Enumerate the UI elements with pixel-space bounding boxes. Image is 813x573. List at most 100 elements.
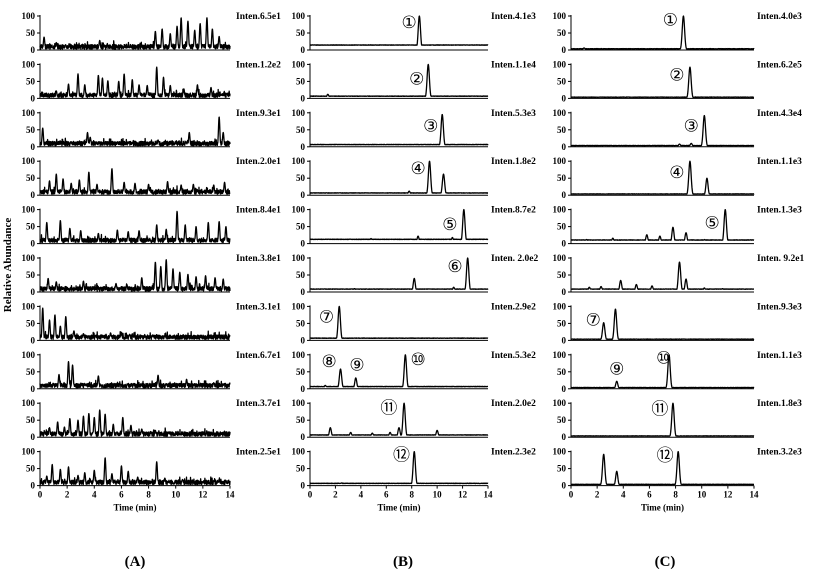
y-tick-label: 50 [26, 318, 36, 328]
y-tick-label: 50 [296, 415, 306, 425]
panel-title: (C) [655, 554, 676, 570]
y-tick-label: 0 [562, 481, 567, 491]
chromatogram-b7: 0 50 100 ⑦ Inten.2.9e2 [292, 301, 537, 345]
x-tick-label: 14 [750, 490, 760, 500]
y-tick-label: 100 [22, 398, 36, 408]
peak-label: ⑤ [442, 215, 457, 234]
peak-label: ④ [669, 163, 684, 182]
chromatogram-b5: 0 50 100 ⑤ Inten.8.7e2 [292, 205, 537, 249]
y-tick-label: 0 [31, 287, 36, 297]
y-tick-label: 100 [292, 398, 306, 408]
intensity-label: Inten.3.8e1 [236, 254, 281, 264]
trace-c6 [570, 261, 755, 290]
y-tick-label: 0 [31, 384, 36, 394]
intensity-label: Inten.1.3e3 [757, 206, 802, 216]
chromatogram-b2: 0 50 100 ② Inten.1.1e4 [292, 59, 537, 103]
trace-c4 [570, 160, 755, 195]
y-tick-label: 50 [26, 76, 36, 86]
chromatogram-a10: 0 50 100 Inten.2.5e1 0 2 4 6 8 10 12 14 Time (min) [22, 447, 282, 513]
y-tick-label: 50 [296, 367, 306, 377]
peak-label: ⑫ [393, 445, 410, 464]
y-tick-label: 0 [31, 335, 36, 345]
intensity-label: Inten.6.2e5 [757, 60, 802, 70]
intensity-label: Inten.1.8e2 [491, 157, 536, 167]
y-tick-label: 0 [301, 335, 306, 345]
y-tick-label: 50 [296, 173, 306, 183]
peak-label: ④ [410, 159, 425, 178]
chromatogram-a7: 0 50 100 Inten.3.1e1 [22, 301, 282, 345]
peak-label: ③ [423, 117, 438, 136]
peak-label: ⑨ [349, 355, 364, 374]
x-tick-label: 10 [697, 490, 707, 500]
trace-c2 [570, 66, 755, 99]
x-tick-label: 2 [65, 490, 70, 500]
intensity-label: Inten.9.3e3 [757, 302, 802, 312]
y-tick-label: 50 [557, 28, 567, 38]
y-tick-label: 50 [557, 464, 567, 474]
y-tick-label: 100 [553, 398, 567, 408]
intensity-label: Inten.3.2e3 [757, 448, 802, 458]
chromatogram-b10: 0 50 100 ⑫ Inten.2.3e2 0 2 4 6 8 10 12 14 Time (min) [292, 445, 537, 512]
x-tick-label: 10 [171, 490, 181, 500]
y-tick-label: 100 [292, 205, 306, 215]
trace-b7 [309, 305, 489, 340]
y-tick-label: 100 [553, 59, 567, 69]
peak-label: ① [663, 10, 678, 29]
y-tick-label: 100 [553, 205, 567, 215]
x-tick-label: 10 [433, 490, 443, 500]
y-tick-label: 50 [26, 270, 36, 280]
trace-b10 [309, 450, 489, 485]
peak-label: ⑧ [321, 352, 336, 371]
y-tick-label: 0 [31, 190, 36, 200]
x-tick-label: 8 [409, 490, 414, 500]
x-tick-label: 2 [333, 490, 338, 500]
y-tick-label: 0 [562, 45, 567, 55]
trace-c5 [570, 209, 755, 241]
chromatogram-a4: 0 50 100 Inten.2.0e1 [22, 156, 282, 200]
intensity-label: Inten.1.1e3 [757, 351, 802, 361]
y-tick-label: 100 [292, 301, 306, 311]
y-tick-label: 0 [562, 335, 567, 345]
chromatogram-c1: 0 50 100 ① Inten.4.0e3 [553, 10, 803, 55]
intensity-label: Inten.2.5e1 [236, 448, 281, 458]
y-tick-label: 50 [296, 318, 306, 328]
y-tick-label: 50 [26, 125, 36, 135]
intensity-label: Inten.1.1e4 [491, 60, 536, 70]
x-tick-label: 4 [621, 490, 626, 500]
chromatogram-c10: 0 50 100 ⑫ Inten.3.2e3 0 2 4 6 8 10 12 14 Time (min) [553, 446, 803, 513]
trace-a2 [39, 66, 231, 99]
trace-b9 [309, 402, 489, 436]
y-tick-label: 0 [301, 481, 306, 491]
trace-a6 [39, 259, 231, 292]
peak-label: ⑤ [705, 214, 720, 233]
chromatogram-a9: 0 50 100 Inten.3.7e1 [22, 398, 282, 442]
y-tick-label: 0 [31, 45, 36, 55]
chromatogram-c6: 0 50 100 Inten. 9.2e1 [553, 253, 805, 297]
chromatogram-b9: 0 50 100 ⑪ Inten.2.0e2 [292, 398, 537, 442]
chromatogram-b1: 0 50 100 ① Inten.4.1e3 [292, 11, 537, 55]
y-tick-label: 100 [22, 59, 36, 69]
y-tick-label: 0 [301, 142, 306, 152]
intensity-label: Inten.2.0e2 [491, 399, 536, 409]
x-tick-label: 6 [384, 490, 389, 500]
y-tick-label: 100 [292, 253, 306, 263]
x-tick-label: 4 [92, 490, 97, 500]
x-axis-title: Time (min) [113, 503, 156, 513]
y-tick-label: 50 [296, 270, 306, 280]
trace-a9 [39, 409, 231, 437]
y-tick-label: 50 [557, 415, 567, 425]
chromatogram-a1: 0 50 100 Inten.6.5e1 [22, 11, 282, 55]
y-axis-label: Relative Abundance [2, 218, 14, 313]
intensity-label: Inten.4.3e4 [757, 109, 802, 119]
x-tick-label: 12 [198, 490, 208, 500]
intensity-label: Inten.3.7e1 [236, 399, 281, 409]
y-tick-label: 0 [562, 384, 567, 394]
chromatogram-b3: 0 50 100 ③ Inten.5.3e3 [292, 108, 537, 152]
peak-label: ⑦ [319, 308, 334, 327]
intensity-label: Inten.2.0e1 [236, 157, 281, 167]
chromatogram-c9: 0 50 100 ⑪ Inten.1.8e3 [553, 398, 803, 442]
y-tick-label: 50 [557, 318, 567, 328]
trace-a10 [39, 457, 231, 486]
y-tick-label: 50 [557, 270, 567, 280]
